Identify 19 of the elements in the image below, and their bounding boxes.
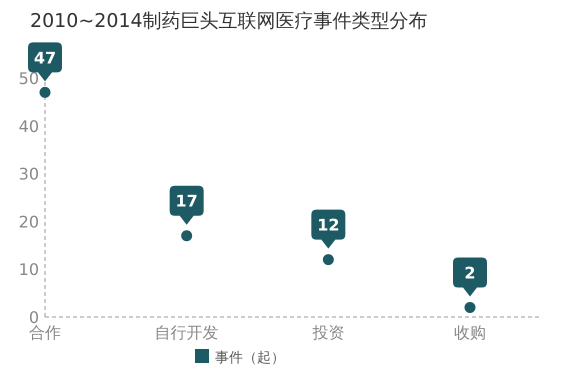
y-tick-label: 20 [18,212,39,232]
y-tick-label: 50 [18,69,39,88]
y-tick-label: 30 [18,164,39,184]
point [322,254,334,266]
chart-title: 2010~2014制药巨头互联网医疗事件类型分布 [30,10,428,32]
x-tick-label: 收购 [454,323,486,342]
x-tick-label: 投资 [311,323,344,342]
data-label: 17 [176,192,198,211]
y-tick-label: 40 [18,116,39,136]
data-label: 2 [464,263,476,282]
point [464,302,476,313]
x-tick-label: 合作 [29,323,61,342]
y-tick-label: 10 [18,260,39,280]
point [181,230,192,242]
data-label: 12 [317,216,340,235]
data-label: 47 [34,48,56,68]
x-tick-label: 自行开发 [154,323,219,342]
point [40,86,50,98]
legend-label: 事件（起） [215,350,285,366]
